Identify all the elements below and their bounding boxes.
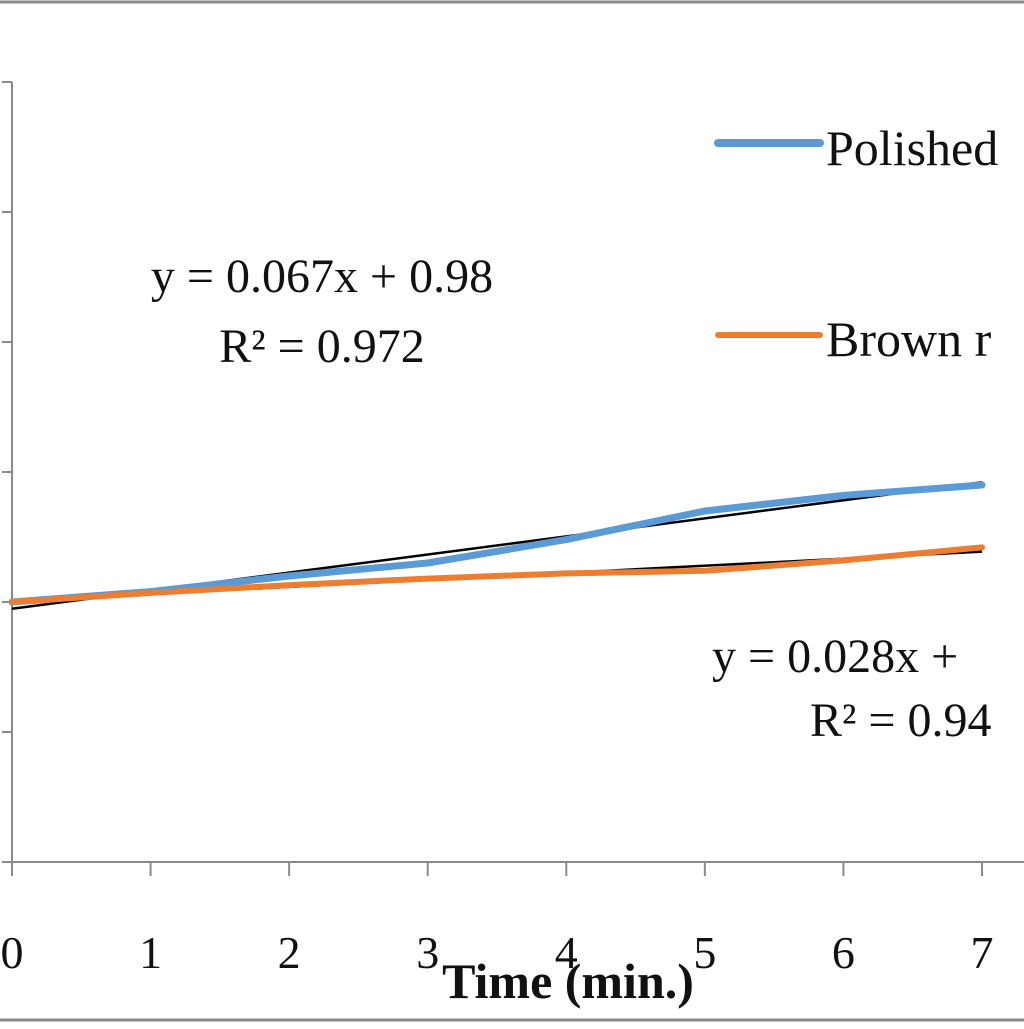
x-tick-label: 2 [278, 927, 301, 978]
x-tick-label: 0 [1, 927, 24, 978]
r-squared-polished: R² = 0.972 [219, 320, 424, 373]
equation-brown: y = 0.028x + [712, 630, 958, 683]
series-line-polished [12, 485, 982, 602]
series-line-brown [12, 547, 982, 602]
legend-label-brown: Brown r [826, 311, 992, 367]
equation-polished: y = 0.067x + 0.98 [151, 250, 493, 303]
legend: Polished Brown r [718, 120, 998, 367]
legend-label-polished: Polished [826, 120, 998, 176]
plot-lines [12, 482, 982, 609]
r-squared-brown: R² = 0.94 [810, 694, 991, 747]
x-tick-label: 7 [971, 927, 994, 978]
x-tick-label: 6 [832, 927, 855, 978]
x-tick-label: 1 [139, 927, 162, 978]
x-axis-title: Time (min.) [442, 953, 694, 1009]
x-tick-label: 5 [693, 927, 716, 978]
x-tick-label: 3 [416, 927, 439, 978]
